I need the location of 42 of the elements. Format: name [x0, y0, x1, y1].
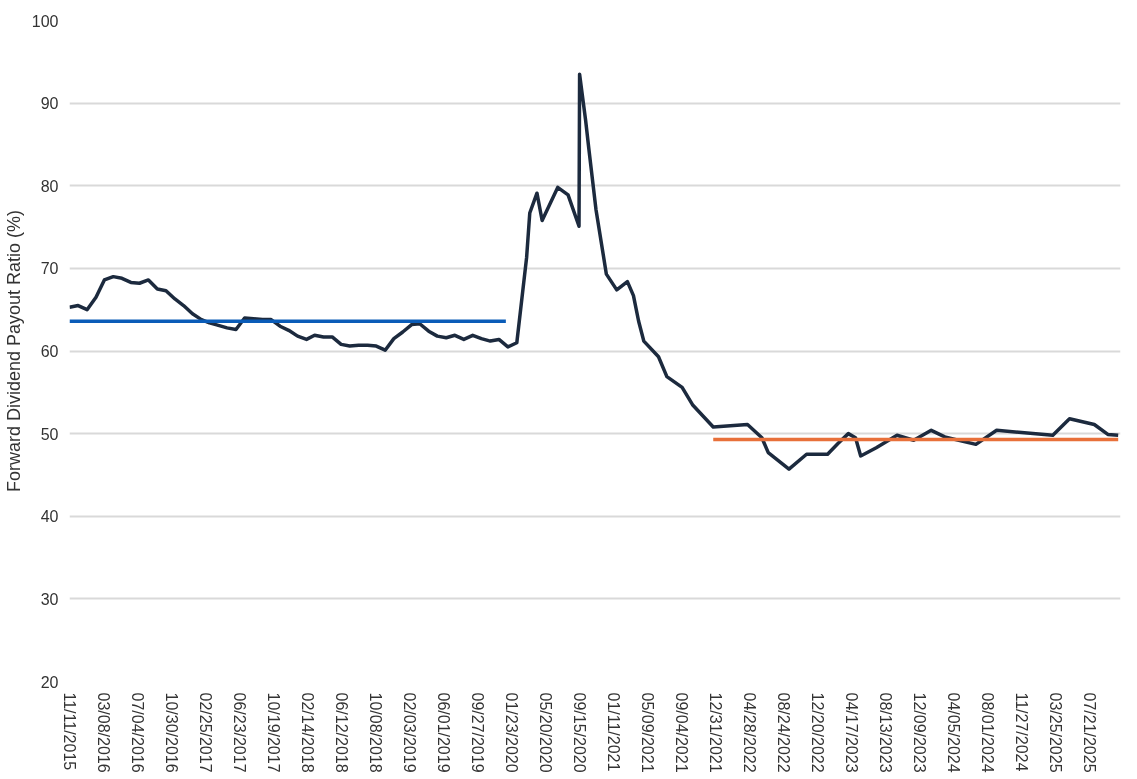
x-tick-label: 02/03/2019: [400, 692, 418, 773]
y-tick-label: 90: [40, 95, 59, 113]
x-tick-label: 05/20/2020: [536, 692, 554, 773]
y-tick-label: 30: [40, 590, 59, 608]
x-tick-label: 12/31/2021: [706, 692, 724, 773]
x-tick-label: 05/09/2021: [638, 692, 656, 773]
y-tick-label: 50: [40, 425, 59, 443]
x-tick-label: 07/04/2016: [128, 692, 146, 773]
x-tick-label: 06/12/2018: [332, 692, 350, 773]
x-tick-label: 02/25/2017: [196, 692, 214, 773]
x-tick-label: 04/17/2023: [842, 692, 860, 773]
x-tick-label: 04/28/2022: [740, 692, 758, 773]
x-tick-label: 10/08/2018: [366, 692, 384, 773]
x-tick-label: 09/27/2019: [468, 692, 486, 773]
y-tick-label: 20: [40, 673, 59, 691]
x-tick-label: 09/04/2021: [672, 692, 690, 773]
y-axis-title: Forward Dividend Payout Ratio (%): [3, 209, 24, 493]
y-tick-label: 40: [40, 508, 59, 526]
x-tick-label: 11/11/2015: [61, 692, 78, 771]
y-tick-label: 60: [40, 343, 59, 360]
x-tick-label: 12/20/2022: [808, 692, 826, 773]
x-tick-label: 08/13/2023: [876, 692, 894, 773]
x-tick-label: 03/25/2025: [1046, 692, 1064, 773]
x-tick-label: 04/05/2024: [944, 692, 962, 773]
line-series: [69, 72, 1120, 471]
x-tick-label: 12/09/2023: [910, 692, 928, 773]
x-tick-label: 03/08/2016: [94, 692, 112, 773]
x-tick-label: 02/14/2018: [298, 692, 316, 773]
x-tick-label: 06/01/2019: [434, 692, 452, 773]
y-tick-label: 80: [40, 177, 59, 195]
x-tick-label: 01/23/2020: [502, 692, 520, 773]
x-tick-label: 11/27/2024: [1012, 692, 1030, 772]
x-tick-label: 08/01/2024: [978, 692, 996, 773]
x-tick-label: 08/24/2022: [774, 692, 792, 773]
y-tick-label: 100: [31, 12, 59, 30]
x-tick-label: 01/11/2021: [604, 692, 622, 772]
x-tick-label: 09/15/2020: [570, 692, 588, 773]
y-tick-label: 70: [40, 260, 59, 278]
x-tick-label: 10/19/2017: [264, 692, 282, 773]
x-tick-label: 06/23/2017: [230, 692, 248, 773]
x-tick-label: 07/21/2025: [1080, 692, 1098, 773]
x-tick-label: 10/30/2016: [162, 692, 180, 773]
